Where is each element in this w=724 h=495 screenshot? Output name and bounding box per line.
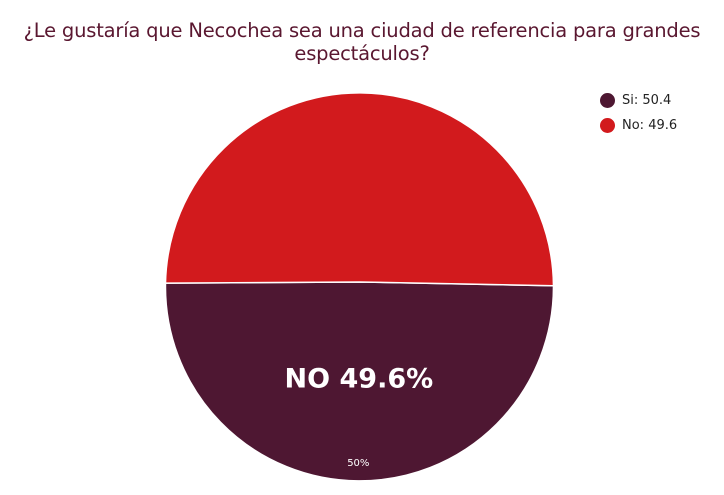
slice-percent-no: 50%: [347, 458, 369, 469]
chart-title-line-2: espectáculos?: [294, 42, 430, 65]
legend: Si: 50.4 No: 49.6: [600, 88, 677, 138]
legend-label-no: No: 49.6: [622, 118, 678, 133]
legend-swatch-si: [600, 93, 615, 108]
legend-swatch-no: [600, 118, 615, 133]
legend-item-no[interactable]: No: 49.6: [600, 113, 677, 138]
legend-label-si: Si: 50.4: [622, 93, 672, 108]
legend-item-si[interactable]: Si: 50.4: [600, 88, 677, 113]
slice-label-no: NO 49.6%: [285, 363, 434, 394]
chart-title-line-1: ¿Le gustaría que Necochea sea una ciudad…: [23, 19, 701, 42]
chart-title: ¿Le gustaría que Necochea sea una ciudad…: [0, 19, 724, 65]
pie-slice-no[interactable]: [164, 92, 555, 287]
pie-slice-si[interactable]: [164, 281, 555, 482]
